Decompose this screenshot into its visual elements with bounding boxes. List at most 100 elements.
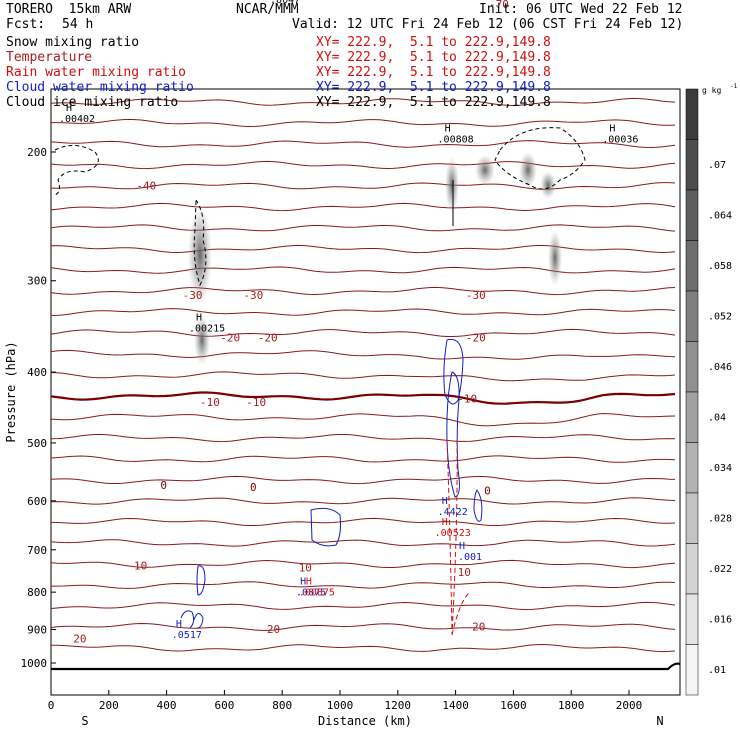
temperature-label: -20: [258, 331, 278, 344]
temperature-contour: [50, 371, 676, 382]
max-marker: H: [176, 619, 182, 630]
temperature-label: -40: [136, 179, 156, 192]
snow-shading-blob: [194, 315, 210, 365]
max-value-label: .00215: [189, 323, 225, 334]
temperature-contour: [50, 497, 676, 505]
temperature-label: -30: [466, 289, 486, 302]
max-value-label: .00875: [299, 587, 335, 598]
temperature-contour: [50, 202, 676, 212]
snow-shading-blob: [445, 157, 459, 213]
colorbar-unit: g kg: [702, 86, 721, 95]
field-name-snow: Snow mixing ratio: [6, 35, 140, 50]
temperature-label: 10: [299, 562, 312, 575]
temperature-contour: [50, 475, 676, 485]
y-tick-label: 200: [27, 146, 47, 159]
x-axis-label: Distance (km): [318, 714, 412, 728]
y-tick-label: 500: [27, 437, 47, 450]
colorbar-swatch: [685, 593, 699, 645]
rain-water-contour: [446, 439, 458, 636]
x-tick-label: 400: [157, 699, 177, 712]
snow-shading-blob: [540, 171, 556, 199]
temperature-contour: [50, 244, 676, 254]
terrain-surface-line: [51, 662, 681, 671]
terrain-line: [51, 662, 681, 671]
max-marker: H: [442, 517, 448, 528]
colorbar-swatch: [685, 442, 699, 494]
temperature-label: 10: [458, 566, 471, 579]
temperature-label: 20: [472, 621, 485, 634]
field-xy-cloud-ice: XY= 222.9, 5.1 to 222.9,149.8: [316, 95, 551, 110]
field-name-cloud-ice: Cloud ice mixing ratio: [6, 95, 179, 110]
field-name-cloud-water: Cloud water mixing ratio: [6, 80, 194, 95]
colorbar-swatch: [685, 341, 699, 393]
snow-shading-blob: [548, 230, 562, 286]
temperature-label: -10: [246, 396, 266, 409]
x-tick-label: 1200: [385, 699, 412, 712]
colorbar-tick-label: .016: [708, 615, 732, 626]
temperature-label: 20: [73, 632, 86, 645]
temperature-label: -30: [243, 289, 263, 302]
x-tick-label: 2000: [616, 699, 643, 712]
temperature-label: 20: [267, 623, 280, 636]
temperature-contour: [50, 140, 676, 149]
max-value-label: .00402: [59, 114, 95, 125]
contour-labels: -70 -40 -30 -30 -30 -20 -20 -20 -10 -10 -10 0 0 0 10 10…: [59, 0, 638, 645]
colorbar-swatch: [685, 391, 699, 443]
max-value-label: .00808: [438, 134, 474, 145]
y-axis-label: Pressure (hPa): [4, 341, 18, 442]
forecast-hour: 54 h: [62, 17, 94, 32]
cloud-ice-contour: [494, 127, 586, 190]
cloud-water-contour: [196, 565, 206, 596]
y-tick-label: 800: [27, 586, 47, 599]
temperature-label: -10: [200, 396, 220, 409]
max-marker: H: [300, 576, 306, 587]
max-value-label: .0047: [270, 0, 300, 6]
x-tick-label: 1600: [500, 699, 527, 712]
temperature-label: -20: [466, 331, 486, 344]
snow-shading-blob: [475, 155, 495, 185]
temperature-contour: [50, 391, 676, 405]
max-marker: H: [445, 123, 451, 134]
x-tick-label: 800: [272, 699, 292, 712]
field-name-rain: Rain water mixing ratio: [6, 65, 187, 80]
snow-shading-blob: [519, 152, 537, 188]
rain-water-contour: [451, 591, 471, 636]
center-name: NCAR/MMM: [236, 2, 299, 17]
colorbar-swatch: [685, 492, 699, 544]
colorbar-unit-exponent: -1: [730, 83, 738, 90]
max-value-label: .0875: [296, 587, 326, 598]
temperature-contour: [50, 266, 676, 274]
temperature-label: -10: [457, 392, 477, 405]
colorbar-swatch: [685, 139, 699, 191]
temperature-label: 10: [134, 560, 147, 573]
temperature-contour: [50, 286, 676, 296]
colorbar-swatch: [685, 543, 699, 595]
temperature-contour: [50, 601, 676, 611]
colorbar-swatch: [685, 240, 699, 292]
x-tick-label: 1800: [558, 699, 585, 712]
colorbar-swatch: [685, 644, 699, 696]
colorbar-swatch: [685, 189, 699, 241]
temperature-contour: [50, 160, 676, 170]
axes: 0 200 400 600 800 1000 1200 1400 1600 1800 2000200…: [4, 146, 664, 728]
field-xy-temperature: XY= 222.9, 5.1 to 222.9,149.8: [316, 50, 551, 65]
x-tick-label: 0: [48, 699, 55, 712]
temperature-contour: [51, 581, 676, 589]
temperature-contour: [50, 412, 676, 427]
colorbar-swatch: [685, 290, 699, 342]
temperature-contour: [50, 308, 676, 316]
colorbar-tick-label: .07: [708, 160, 726, 171]
temperature-contour: [50, 328, 676, 337]
cloud-water-contours: [180, 338, 483, 629]
cloud-water-contour: [473, 489, 483, 522]
temperature-contour: [50, 643, 676, 653]
init-time: Init: 06 UTC Wed 22 Feb 12: [479, 2, 683, 17]
colorbar-tick-label: .052: [708, 312, 732, 323]
temperature-contour: [50, 539, 676, 547]
temperature-label: 0: [160, 479, 167, 492]
cloud-water-contour: [446, 371, 460, 498]
forecast-label: Fcst:: [6, 17, 46, 32]
colorbar: .07 .064 .058 .052 .046 .04 .034 .028 .022 .016 .0…: [685, 83, 738, 696]
x-tick-label: 1000: [327, 699, 354, 712]
